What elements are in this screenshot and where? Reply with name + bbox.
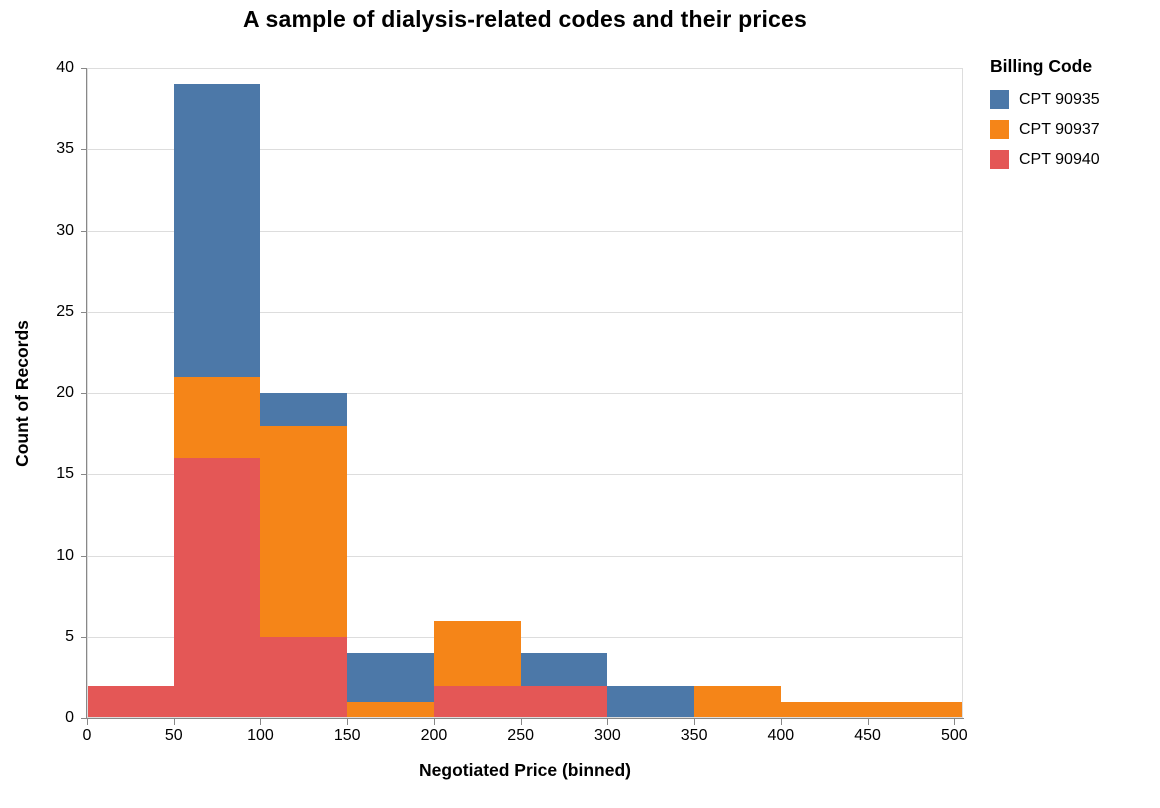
gridline — [87, 393, 963, 394]
x-tick — [87, 719, 88, 725]
bar-segment-cpt-90940 — [173, 458, 261, 718]
x-tick-label: 0 — [82, 727, 92, 744]
y-tick — [81, 718, 87, 719]
bar-segment-cpt-90937 — [260, 425, 348, 637]
x-tick-label: 500 — [940, 727, 968, 744]
gridline — [87, 149, 963, 151]
chart-title: A sample of dialysis-related codes and t… — [242, 6, 808, 32]
x-tick — [954, 719, 956, 725]
y-tick — [81, 555, 87, 557]
gridline — [87, 311, 963, 313]
y-tick-label: 5 — [65, 627, 74, 645]
legend: Billing Code CPT 90935 CPT 90937 CPT 90940 — [990, 56, 1100, 180]
bar-segment-cpt-90940 — [520, 685, 608, 718]
y-tick — [81, 230, 87, 232]
x-tick-label: 350 — [680, 727, 708, 744]
y-tick-label: 0 — [65, 709, 74, 726]
x-tick-label: 300 — [594, 727, 621, 744]
legend-label: CPT 90935 — [1019, 90, 1100, 108]
x-tick-label: 450 — [854, 727, 881, 744]
y-tick — [81, 149, 87, 151]
gridline — [87, 474, 963, 476]
bar-segment-cpt-90935 — [260, 393, 348, 426]
y-tick-label: 10 — [56, 546, 74, 564]
y-tick — [81, 68, 87, 69]
x-tick — [173, 719, 175, 725]
bar-segment-cpt-90940 — [260, 636, 348, 718]
x-tick — [347, 719, 349, 725]
y-tick — [81, 474, 87, 476]
bar-segment-cpt-90937 — [780, 701, 868, 718]
x-tick-label: 250 — [507, 727, 535, 744]
bar-segment-cpt-90935 — [347, 653, 434, 702]
x-tick — [520, 719, 522, 725]
x-axis: 0 50 100 150 200 250 300 350 400 450 500 — [83, 718, 968, 774]
y-axis-line — [86, 68, 87, 719]
gridline — [87, 636, 963, 638]
plot-area — [87, 68, 963, 718]
gridline — [87, 230, 963, 232]
x-axis-line — [86, 718, 964, 719]
y-tick-label: 30 — [56, 221, 74, 239]
x-tick — [607, 719, 609, 725]
legend-entries: CPT 90935 CPT 90937 CPT 90940 — [990, 90, 1100, 169]
y-tick-label: 40 — [56, 59, 74, 76]
y-tick-label: 20 — [56, 384, 74, 401]
x-tick-label: 150 — [333, 727, 361, 744]
legend-entry: CPT 90940 — [990, 150, 1100, 169]
x-tick — [867, 719, 869, 725]
legend-label: CPT 90940 — [1019, 150, 1100, 168]
bar-segment-cpt-90937 — [867, 701, 963, 718]
bar-segment-cpt-90935 — [520, 653, 608, 686]
legend-swatch — [990, 120, 1009, 139]
bar-segment-cpt-90940 — [87, 685, 174, 718]
y-tick-label: 25 — [56, 302, 74, 320]
x-tick — [694, 719, 696, 725]
legend-entry: CPT 90935 — [990, 90, 1100, 109]
bar-segment-cpt-90937 — [173, 376, 261, 458]
x-tick — [433, 719, 435, 725]
x-tick-label: 50 — [164, 727, 183, 744]
bar-segment-cpt-90935 — [607, 685, 695, 718]
x-tick-label: 200 — [420, 727, 448, 744]
y-tick-label: 15 — [56, 465, 74, 483]
y-tick — [81, 311, 87, 313]
gridline — [87, 555, 963, 557]
y-axis: 0 5 10 15 20 25 30 35 40 — [0, 59, 87, 726]
bar-segment-cpt-90937 — [694, 685, 781, 718]
bar-segment-cpt-90937 — [433, 620, 521, 686]
bar-segment-cpt-90937 — [347, 701, 434, 718]
y-tick-label: 35 — [56, 140, 74, 158]
y-tick — [81, 636, 87, 638]
legend-label: CPT 90937 — [1019, 120, 1100, 138]
bar-segment-cpt-90940 — [433, 685, 521, 718]
x-tick-label: 400 — [767, 727, 795, 744]
legend-title: Billing Code — [990, 56, 1093, 76]
legend-swatch — [990, 90, 1009, 109]
bar-segment-cpt-90935 — [173, 84, 261, 377]
y-tick — [81, 393, 87, 394]
x-tick — [780, 719, 782, 725]
gridline — [87, 68, 963, 69]
legend-swatch — [990, 150, 1009, 169]
x-tick — [260, 719, 262, 725]
x-axis-title: Negotiated Price (binned) — [419, 760, 631, 780]
x-tick-label: 100 — [247, 727, 274, 744]
legend-entry: CPT 90937 — [990, 120, 1100, 139]
